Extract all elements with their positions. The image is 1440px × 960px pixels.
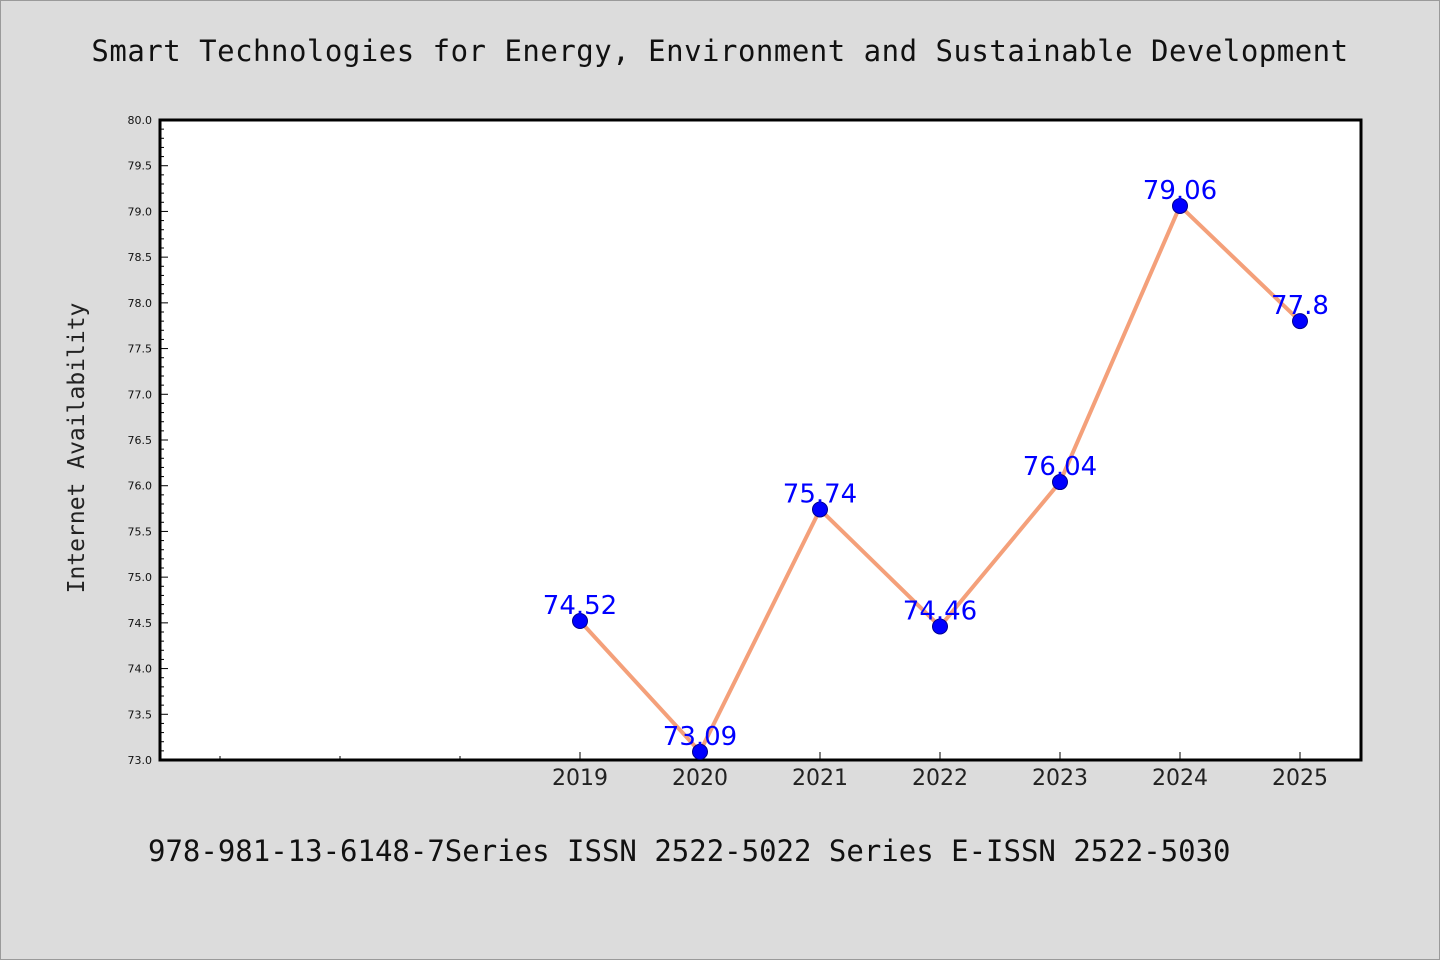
plot-area xyxy=(158,118,1363,762)
data-point xyxy=(1052,474,1068,491)
y-axis-label: Internet Availability xyxy=(64,303,90,594)
data-label: 75.74 xyxy=(783,479,857,509)
x-tick-label: 2020 xyxy=(672,766,728,791)
chart-title: Smart Technologies for Energy, Environme… xyxy=(91,34,1349,68)
y-tick-label: 73.0 xyxy=(128,754,153,767)
y-axis-ticks: 73.0 73.5 74.0 74.5 75.0 75.5 76.0 76.5 77.0 77.5… xyxy=(128,114,168,767)
data-points xyxy=(572,197,1308,760)
x-tick-label: 2019 xyxy=(552,766,608,791)
x-tick-label: 2025 xyxy=(1272,766,1328,791)
data-point xyxy=(692,743,708,760)
y-tick-label: 74.0 xyxy=(128,663,153,676)
data-label: 73.09 xyxy=(663,722,737,752)
y-tick-label: 74.5 xyxy=(128,617,153,630)
y-tick-label: 76.0 xyxy=(128,480,153,493)
data-point xyxy=(812,501,828,518)
data-labels: 74.52 73.09 75.74 74.46 76.04 79.06 77.8 xyxy=(543,176,1329,752)
footer-isbn-issn: 978-981-13-6148-7Series ISSN 2522-5022 S… xyxy=(148,834,1231,868)
x-tick-label: 2022 xyxy=(912,766,968,791)
y-tick-label: 78.0 xyxy=(128,297,153,310)
y-tick-label: 76.5 xyxy=(128,434,153,447)
data-label: 76.04 xyxy=(1023,452,1097,482)
data-point xyxy=(1292,313,1308,330)
y-tick-label: 79.0 xyxy=(128,205,153,218)
x-tick-label: 2024 xyxy=(1152,766,1208,791)
y-tick-label: 77.5 xyxy=(128,343,153,356)
data-point xyxy=(572,613,588,630)
y-tick-label: 80.0 xyxy=(128,114,153,127)
data-label: 74.52 xyxy=(543,591,617,621)
data-point xyxy=(1172,197,1188,214)
data-label: 77.8 xyxy=(1271,291,1329,321)
x-axis-ticks: 2019 2020 2021 2022 2023 2024 2025 xyxy=(219,752,1328,791)
x-tick-label: 2023 xyxy=(1032,766,1088,791)
data-label: 79.06 xyxy=(1143,176,1217,206)
y-tick-label: 77.0 xyxy=(128,388,153,401)
y-tick-label: 78.5 xyxy=(128,251,153,264)
y-tick-label: 75.5 xyxy=(128,525,153,538)
data-label: 74.46 xyxy=(903,597,977,627)
y-tick-label: 75.0 xyxy=(128,571,153,584)
y-tick-label: 79.5 xyxy=(128,160,153,173)
y-tick-label: 73.5 xyxy=(128,708,153,721)
x-tick-label: 2021 xyxy=(792,766,848,791)
data-point xyxy=(932,618,948,635)
